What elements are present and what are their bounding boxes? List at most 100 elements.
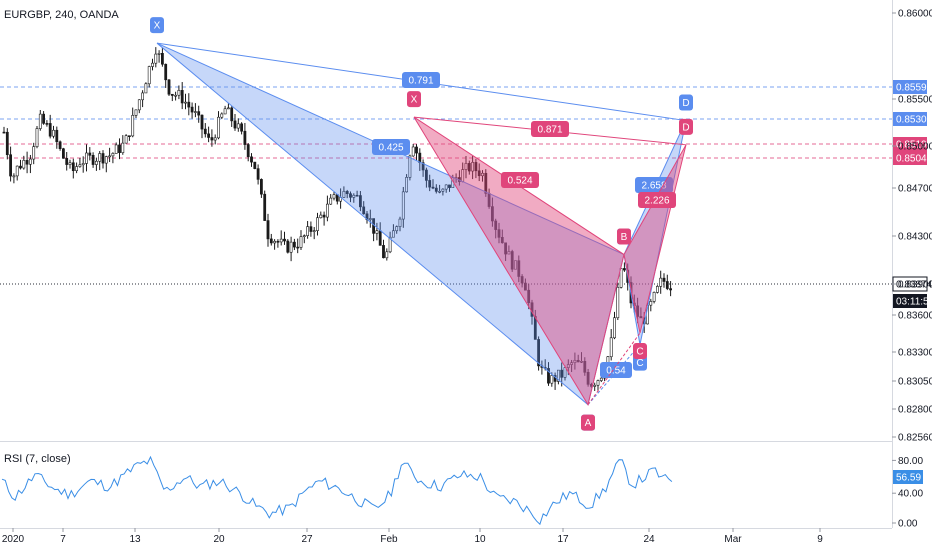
candle-body — [471, 162, 475, 172]
candle-body — [349, 193, 352, 198]
price-tick-label: 0.84700 — [898, 184, 932, 195]
pattern-ratio-label: 0.54 — [606, 366, 626, 377]
candle-body — [497, 229, 501, 238]
candle-body — [259, 179, 263, 195]
candle-body — [250, 156, 253, 163]
pattern-ratio-label: 2.226 — [644, 196, 669, 207]
candle-body — [382, 245, 385, 259]
candle-body — [596, 380, 600, 386]
candle-body — [286, 240, 290, 253]
candle-body — [299, 236, 303, 248]
candle-body — [223, 108, 227, 115]
candle-body — [101, 153, 105, 164]
candle-body — [368, 218, 372, 220]
candle-body — [217, 116, 220, 139]
candle-body — [388, 236, 392, 253]
candle-body — [243, 130, 247, 145]
candle-body — [652, 292, 656, 302]
candle-body — [236, 123, 240, 129]
price-badge-label: 0.85590 — [896, 83, 932, 94]
pattern-ratio-label: 0.524 — [507, 176, 532, 187]
candle-body — [292, 241, 296, 248]
candle-body — [421, 162, 425, 171]
candle-body — [586, 371, 590, 385]
pattern-point-label: X — [411, 95, 418, 106]
time-axis[interactable]: 2020 7 13 20 27 Feb 10 17 24 Mar 9 — [2, 528, 823, 545]
candle-body — [401, 191, 405, 220]
pattern-point-label: C — [636, 358, 643, 369]
pattern-point-badge — [581, 414, 595, 431]
candle-body — [22, 160, 26, 169]
candle-body — [309, 226, 313, 232]
candle-body — [227, 107, 230, 110]
candle-body — [504, 242, 508, 255]
price-badge — [893, 112, 927, 126]
candle-body — [580, 360, 583, 363]
candle-body — [662, 277, 666, 282]
candle-body — [197, 111, 201, 116]
harmonic-patterns: XABCD0.4250.542.6580.791XABCD0.5242.2260… — [150, 17, 693, 431]
countdown-text: 03:11:56 — [896, 297, 932, 308]
candle-body — [477, 170, 481, 177]
candle-body — [190, 106, 194, 113]
candle-body — [613, 317, 616, 339]
pattern-point-label: A — [585, 418, 592, 429]
pattern-ratio-badge — [501, 172, 539, 188]
price-tick-label: 0.83600 — [898, 311, 932, 322]
pattern-ratio-badge — [402, 72, 440, 88]
candle-body — [520, 276, 524, 284]
candle-body — [147, 66, 151, 85]
candle-body — [355, 194, 359, 197]
candle-body — [2, 131, 6, 134]
candle-body — [55, 129, 59, 143]
time-tick-label: 20 — [213, 534, 225, 545]
candle-body — [474, 162, 478, 172]
time-tick-label: Feb — [380, 534, 398, 545]
candle-body — [464, 163, 468, 170]
price-tick-label: 0.83300 — [898, 348, 932, 359]
pattern-ratio-label: 0.791 — [408, 76, 433, 87]
candle-body — [514, 260, 517, 270]
candle-body — [319, 214, 323, 219]
candle-body — [322, 214, 326, 218]
price-badge — [893, 137, 927, 151]
price-badge-label: 0.85300 — [896, 115, 932, 126]
candle-body — [570, 362, 574, 365]
price-tick-label: 0.83900 — [898, 280, 932, 291]
candle-body — [28, 158, 32, 165]
candle-body — [154, 53, 158, 64]
pattern-point-badge — [679, 94, 693, 111]
candle-body — [263, 193, 267, 221]
candle-body — [124, 135, 128, 144]
candle-body — [550, 375, 554, 384]
price-axis[interactable]: 0.86000 0.85500 0.85000 0.84700 0.84300 0.839… — [892, 9, 932, 444]
candle-body — [375, 230, 379, 234]
candle-body — [500, 237, 504, 244]
candle-body — [411, 146, 415, 157]
price-badge-label: 0.85100 — [896, 140, 932, 151]
candle-body — [91, 154, 95, 165]
price-tick-label: 0.82800 — [898, 405, 932, 416]
candle-body — [121, 142, 125, 153]
pattern-ratio-badge — [531, 121, 569, 137]
candle-body — [332, 194, 336, 199]
candle-body — [45, 123, 49, 125]
price-badge-label: 0.83874 — [896, 280, 932, 291]
candle-body — [12, 175, 16, 178]
candle-body — [35, 128, 39, 147]
candle-body — [537, 339, 541, 367]
pattern-point-badge — [617, 228, 631, 245]
candle-body — [556, 369, 560, 382]
pattern-ratio-badge — [372, 139, 410, 155]
candle-body — [385, 251, 389, 259]
pattern-point-label: D — [682, 122, 689, 133]
candle-body — [256, 168, 260, 180]
candle-body — [362, 206, 366, 215]
candle-body — [418, 152, 422, 163]
candle-body — [358, 195, 362, 208]
candle-body — [424, 169, 428, 181]
pattern-point-label: X — [154, 21, 161, 32]
candle-body — [52, 129, 55, 137]
candle-body — [329, 197, 333, 205]
